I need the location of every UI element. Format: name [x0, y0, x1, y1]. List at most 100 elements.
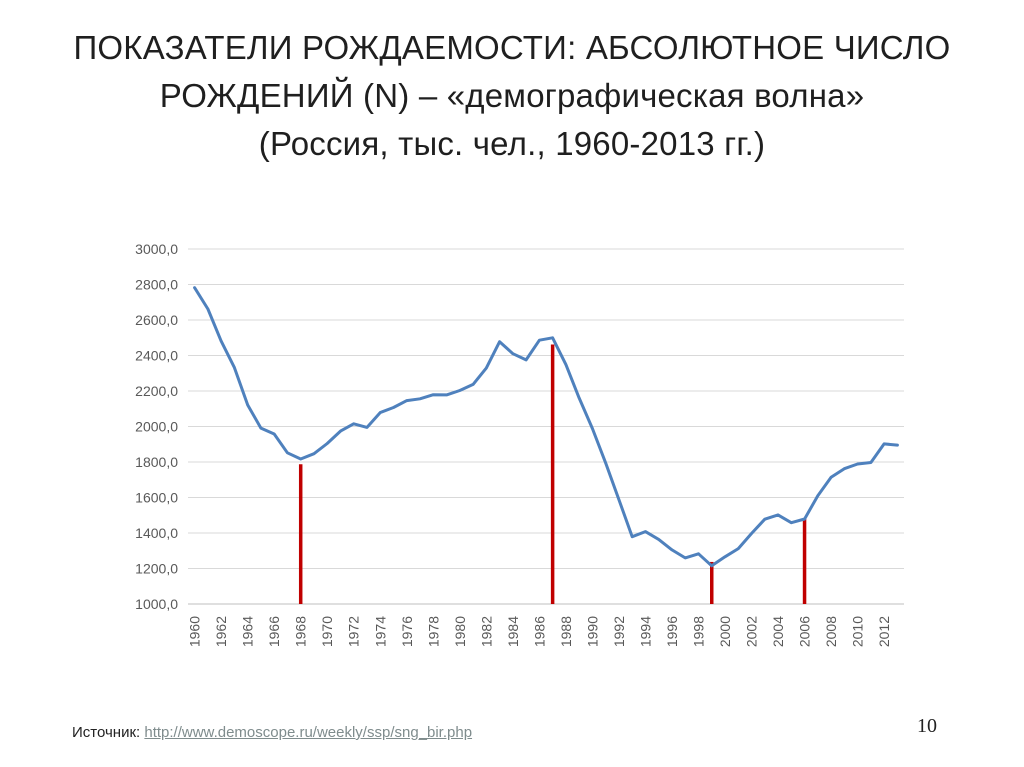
y-tick-label: 2600,0: [135, 312, 178, 328]
title-line-3: (Россия, тыс. чел., 1960-2013 гг.): [258, 125, 766, 162]
data-point: [498, 340, 501, 343]
x-tick-label: 1974: [372, 616, 388, 647]
y-tick-label: 1800,0: [135, 454, 178, 470]
x-tick-label: 1996: [664, 616, 680, 647]
x-tick-label: 1986: [531, 616, 547, 647]
data-point: [604, 461, 607, 465]
source-note: Источник: http://www.demoscope.ru/weekly…: [72, 724, 472, 741]
source-label: Источник:: [72, 724, 145, 741]
data-point: [511, 352, 515, 355]
data-point: [272, 432, 276, 436]
x-tick-label: 1962: [213, 616, 229, 647]
x-tick-label: 1960: [187, 616, 203, 647]
data-point: [405, 399, 408, 402]
x-tick-label: 1968: [293, 616, 309, 647]
data-point: [485, 366, 488, 370]
data-point: [670, 548, 674, 552]
page-number: 10: [917, 715, 937, 737]
data-point: [538, 339, 541, 342]
data-point: [790, 521, 793, 524]
data-point: [856, 462, 859, 466]
x-tick-label: 1998: [690, 616, 706, 647]
y-tick-label: 1600,0: [135, 490, 178, 506]
x-tick-label: 2010: [850, 616, 866, 647]
y-tick-label: 2800,0: [135, 277, 178, 293]
data-point: [352, 422, 355, 426]
slide-title: ПОКАЗАТЕЛИ РОЖДАЕМОСТИ: АБСОЛЮТНОЕ ЧИСЛО…: [20, 24, 1004, 168]
data-point: [896, 443, 899, 447]
data-point: [869, 461, 873, 464]
y-tick-label: 1200,0: [135, 561, 178, 577]
data-point: [564, 363, 568, 366]
data-point: [259, 426, 263, 430]
data-point: [551, 336, 554, 339]
data-point: [763, 517, 766, 521]
data-point: [644, 530, 647, 533]
x-tick-label: 2000: [717, 616, 733, 647]
data-point: [577, 396, 581, 400]
x-tick-label: 1976: [399, 616, 415, 647]
data-point: [379, 411, 382, 414]
data-point: [246, 403, 249, 407]
x-tick-label: 1966: [266, 616, 282, 647]
data-point: [816, 494, 820, 497]
data-point: [617, 498, 621, 501]
data-point: [418, 397, 422, 401]
data-point: [710, 564, 713, 568]
data-point: [697, 552, 700, 555]
x-tick-label: 1984: [505, 616, 521, 647]
x-tick-label: 1994: [637, 616, 653, 647]
data-point: [882, 442, 886, 446]
x-tick-label: 2012: [876, 616, 892, 647]
data-point: [365, 426, 369, 429]
y-tick-label: 3000,0: [135, 241, 178, 257]
data-point: [657, 538, 660, 541]
data-point: [684, 556, 687, 560]
y-tick-label: 2200,0: [135, 383, 178, 399]
y-tick-label: 2000,0: [135, 419, 178, 435]
data-point: [843, 467, 846, 470]
x-tick-label: 1990: [584, 616, 600, 647]
x-tick-label: 1980: [452, 616, 468, 647]
x-tick-label: 2004: [770, 616, 786, 647]
data-point: [750, 532, 753, 535]
data-point: [432, 393, 435, 396]
data-point: [286, 451, 289, 454]
data-point: [312, 452, 316, 455]
x-tick-label: 1972: [346, 616, 362, 647]
y-tick-label: 2400,0: [135, 348, 178, 364]
data-point: [206, 307, 210, 311]
data-point: [445, 393, 448, 397]
birth-count-series-line: [193, 286, 899, 568]
x-tick-label: 2006: [797, 616, 813, 647]
data-point: [193, 286, 196, 289]
data-point: [392, 406, 395, 409]
data-point: [326, 442, 329, 445]
x-tick-label: 2008: [823, 616, 839, 647]
data-point: [339, 429, 342, 433]
data-point: [591, 427, 594, 430]
x-tick-label: 1970: [319, 616, 335, 647]
x-tick-label: 1964: [240, 616, 256, 647]
y-tick-label: 1400,0: [135, 525, 178, 541]
x-tick-label: 2002: [744, 616, 760, 647]
data-point: [776, 513, 780, 517]
data-point: [723, 555, 727, 558]
x-tick-label: 1988: [558, 616, 574, 647]
data-point: [630, 535, 634, 538]
title-line-1: ПОКАЗАТЕЛИ РОЖДАЕМОСТИ: АБСОЛЮТНОЕ ЧИСЛО: [73, 29, 951, 66]
data-point: [829, 476, 833, 479]
x-tick-label: 1992: [611, 616, 627, 647]
x-tick-label: 1978: [425, 616, 441, 647]
source-link[interactable]: http://www.demoscope.ru/weekly/ssp/sng_b…: [144, 724, 473, 741]
data-point: [233, 366, 236, 369]
title-line-2: РОЖДЕНИЙ (N) – «демографическая волна»: [159, 77, 865, 114]
data-point: [219, 339, 223, 343]
y-tick-label: 1000,0: [135, 596, 178, 612]
data-point: [524, 358, 528, 362]
data-point: [458, 389, 462, 392]
data-point: [803, 517, 806, 521]
x-tick-label: 1982: [478, 616, 494, 647]
data-point: [299, 457, 302, 461]
